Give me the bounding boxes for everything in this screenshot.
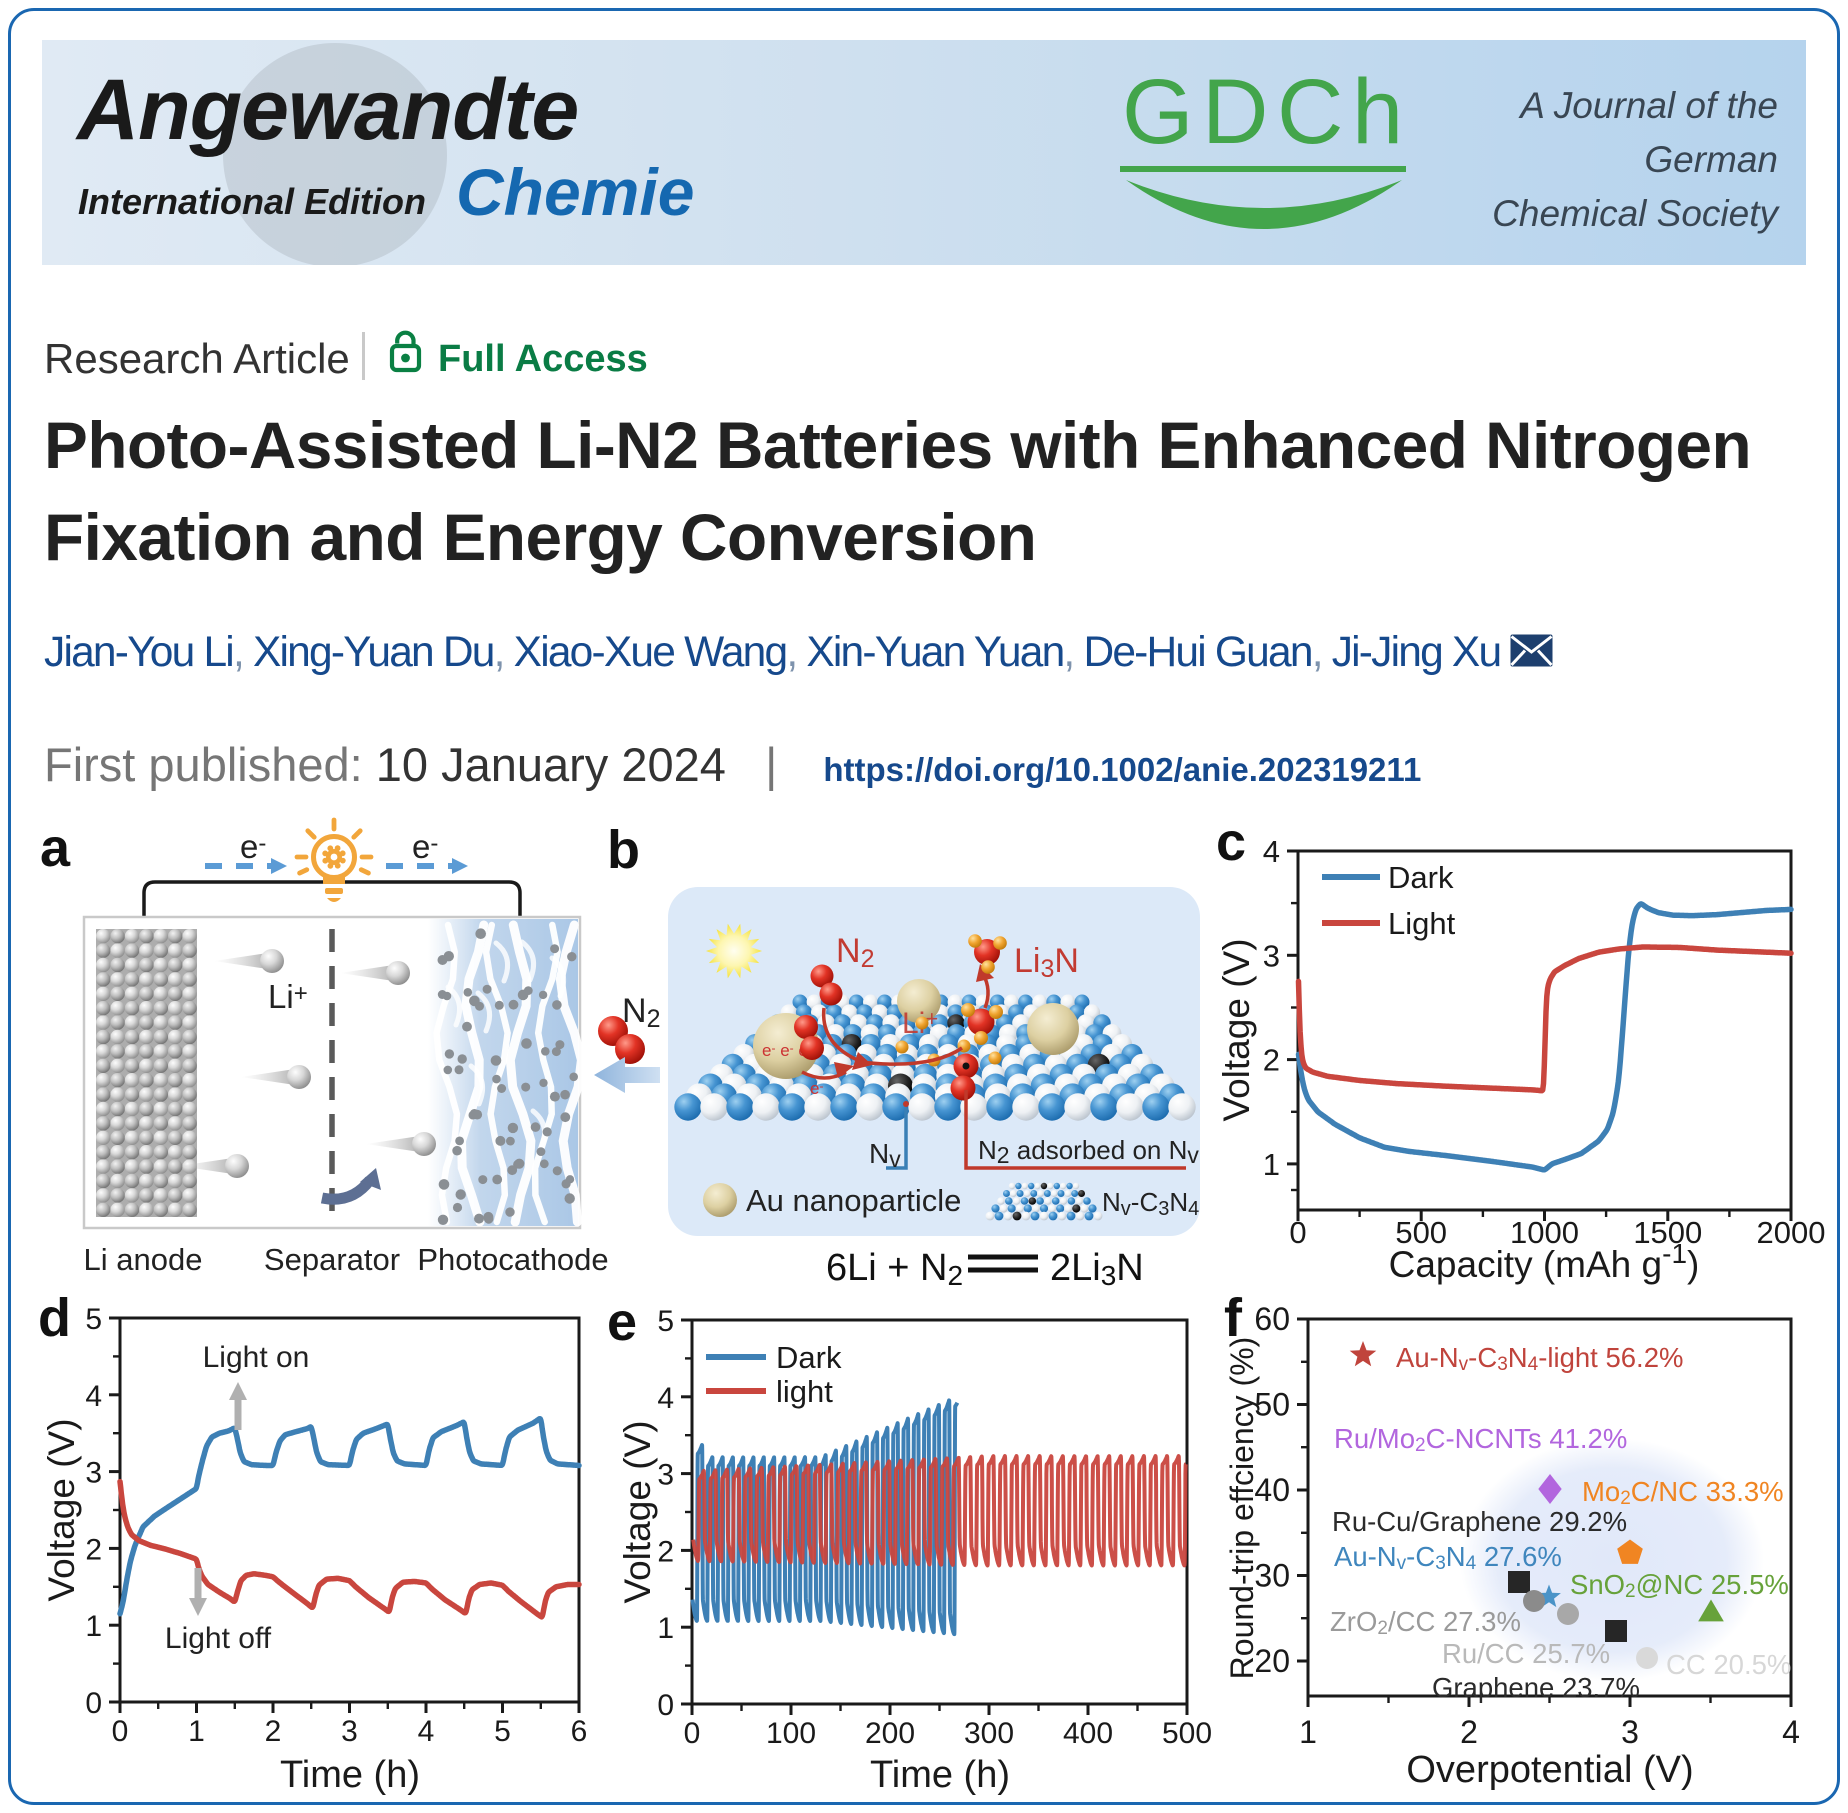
svg-text:500: 500 bbox=[1162, 1717, 1212, 1750]
svg-text:500: 500 bbox=[1395, 1215, 1447, 1250]
svg-text:Au-Nv-C3N4-light 56.2%: Au-Nv-C3N4-light 56.2% bbox=[1396, 1342, 1683, 1375]
svg-text:1000: 1000 bbox=[1510, 1215, 1579, 1250]
svg-text:4: 4 bbox=[418, 1715, 435, 1748]
svg-text:light: light bbox=[776, 1374, 833, 1409]
svg-text:Capacity (mAh g-1): Capacity (mAh g-1) bbox=[1389, 1238, 1700, 1285]
svg-text:ZrO2/CC 27.3%: ZrO2/CC 27.3% bbox=[1330, 1606, 1521, 1639]
svg-text:e-: e- bbox=[240, 828, 266, 865]
svg-text:Ru/Mo2C-NCNTs 41.2%: Ru/Mo2C-NCNTs 41.2% bbox=[1334, 1423, 1627, 1456]
svg-text:2000: 2000 bbox=[1757, 1215, 1826, 1250]
svg-text:0: 0 bbox=[684, 1717, 701, 1750]
svg-text:Dark: Dark bbox=[776, 1340, 842, 1375]
svg-text:Round-trip effciency (%): Round-trip effciency (%) bbox=[1224, 1337, 1260, 1680]
svg-text:6: 6 bbox=[571, 1715, 588, 1748]
svg-text:Graphene 23.7%: Graphene 23.7% bbox=[1432, 1672, 1640, 1703]
svg-text:20: 20 bbox=[1254, 1643, 1290, 1679]
svg-text:3: 3 bbox=[1621, 1714, 1639, 1750]
svg-text:1: 1 bbox=[1299, 1714, 1317, 1750]
svg-text:5: 5 bbox=[657, 1305, 674, 1338]
svg-text:6Li + N2: 6Li + N2 bbox=[826, 1247, 963, 1291]
svg-text:2: 2 bbox=[85, 1533, 102, 1566]
svg-text:1: 1 bbox=[188, 1715, 205, 1748]
svg-text:Overpotential (V): Overpotential (V) bbox=[1406, 1749, 1693, 1791]
svg-text:1500: 1500 bbox=[1633, 1215, 1702, 1250]
svg-text:4: 4 bbox=[1263, 834, 1280, 869]
svg-text:50: 50 bbox=[1254, 1387, 1290, 1423]
svg-text:0: 0 bbox=[85, 1687, 102, 1720]
svg-text:Au nanoparticle: Au nanoparticle bbox=[746, 1183, 961, 1218]
svg-text:Time (h): Time (h) bbox=[870, 1754, 1010, 1796]
svg-text:CC 20.5%: CC 20.5% bbox=[1666, 1649, 1791, 1680]
svg-text:b: b bbox=[607, 820, 640, 880]
svg-text:4: 4 bbox=[657, 1382, 674, 1415]
svg-text:5: 5 bbox=[494, 1715, 511, 1748]
svg-text:100: 100 bbox=[766, 1717, 816, 1750]
svg-text:3: 3 bbox=[85, 1457, 102, 1490]
svg-text:1: 1 bbox=[1263, 1147, 1280, 1182]
svg-text:Time (h): Time (h) bbox=[280, 1754, 420, 1796]
svg-text:c: c bbox=[1216, 812, 1246, 872]
svg-text:3: 3 bbox=[341, 1715, 358, 1748]
svg-text:0: 0 bbox=[112, 1715, 129, 1748]
svg-text:Nv-C3N4: Nv-C3N4 bbox=[1102, 1187, 1199, 1220]
svg-text:Li anode: Li anode bbox=[84, 1242, 203, 1277]
svg-text:4: 4 bbox=[85, 1380, 102, 1413]
svg-text:Light: Light bbox=[1388, 906, 1456, 941]
svg-text:d: d bbox=[38, 1288, 71, 1348]
svg-text:2: 2 bbox=[657, 1535, 674, 1568]
svg-text:Ru-Cu/Graphene 29.2%: Ru-Cu/Graphene 29.2% bbox=[1332, 1506, 1627, 1537]
svg-text:N2 adsorbed on Nv: N2 adsorbed on Nv bbox=[978, 1135, 1199, 1168]
svg-text:Mo2C/NC 33.3%: Mo2C/NC 33.3% bbox=[1582, 1476, 1784, 1509]
svg-text:60: 60 bbox=[1254, 1301, 1290, 1337]
svg-text:300: 300 bbox=[964, 1717, 1014, 1750]
svg-text:Light on: Light on bbox=[203, 1341, 310, 1374]
svg-text:e-: e- bbox=[810, 1079, 823, 1098]
svg-text:Ru/CC 25.7%: Ru/CC 25.7% bbox=[1442, 1638, 1610, 1669]
svg-text:40: 40 bbox=[1254, 1472, 1290, 1508]
svg-text:Voltage (V): Voltage (V) bbox=[617, 1420, 658, 1603]
svg-text:3: 3 bbox=[657, 1459, 674, 1492]
svg-text:e-: e- bbox=[412, 828, 438, 865]
svg-text:0: 0 bbox=[1289, 1215, 1306, 1250]
svg-text:0: 0 bbox=[657, 1689, 674, 1722]
svg-text:Photocathode: Photocathode bbox=[417, 1242, 608, 1277]
svg-text:Voltage (V): Voltage (V) bbox=[41, 1418, 82, 1601]
svg-text:200: 200 bbox=[865, 1717, 915, 1750]
svg-text:4: 4 bbox=[1782, 1714, 1800, 1750]
svg-text:30: 30 bbox=[1254, 1558, 1290, 1594]
svg-text:Separator: Separator bbox=[264, 1242, 400, 1277]
svg-text:3: 3 bbox=[1263, 938, 1280, 973]
svg-text:2: 2 bbox=[1263, 1043, 1280, 1078]
svg-text:1: 1 bbox=[657, 1612, 674, 1645]
svg-text:400: 400 bbox=[1063, 1717, 1113, 1750]
svg-text:Voltage (V): Voltage (V) bbox=[1216, 938, 1257, 1121]
svg-text:f: f bbox=[1224, 1288, 1243, 1348]
svg-text:SnO2@NC 25.5%: SnO2@NC 25.5% bbox=[1570, 1569, 1789, 1602]
svg-text:e: e bbox=[607, 1292, 637, 1352]
svg-text:Light off: Light off bbox=[165, 1622, 272, 1655]
svg-text:1: 1 bbox=[85, 1610, 102, 1643]
svg-text:2: 2 bbox=[265, 1715, 282, 1748]
svg-text:Dark: Dark bbox=[1388, 860, 1454, 895]
svg-text:2Li3N: 2Li3N bbox=[1050, 1247, 1144, 1291]
svg-text:2: 2 bbox=[1460, 1714, 1478, 1750]
svg-text:5: 5 bbox=[85, 1303, 102, 1336]
svg-text:a: a bbox=[40, 818, 71, 878]
svg-text:Au-Nv-C3N4 27.6%: Au-Nv-C3N4 27.6% bbox=[1334, 1541, 1562, 1574]
svg-text:N2: N2 bbox=[622, 992, 660, 1033]
